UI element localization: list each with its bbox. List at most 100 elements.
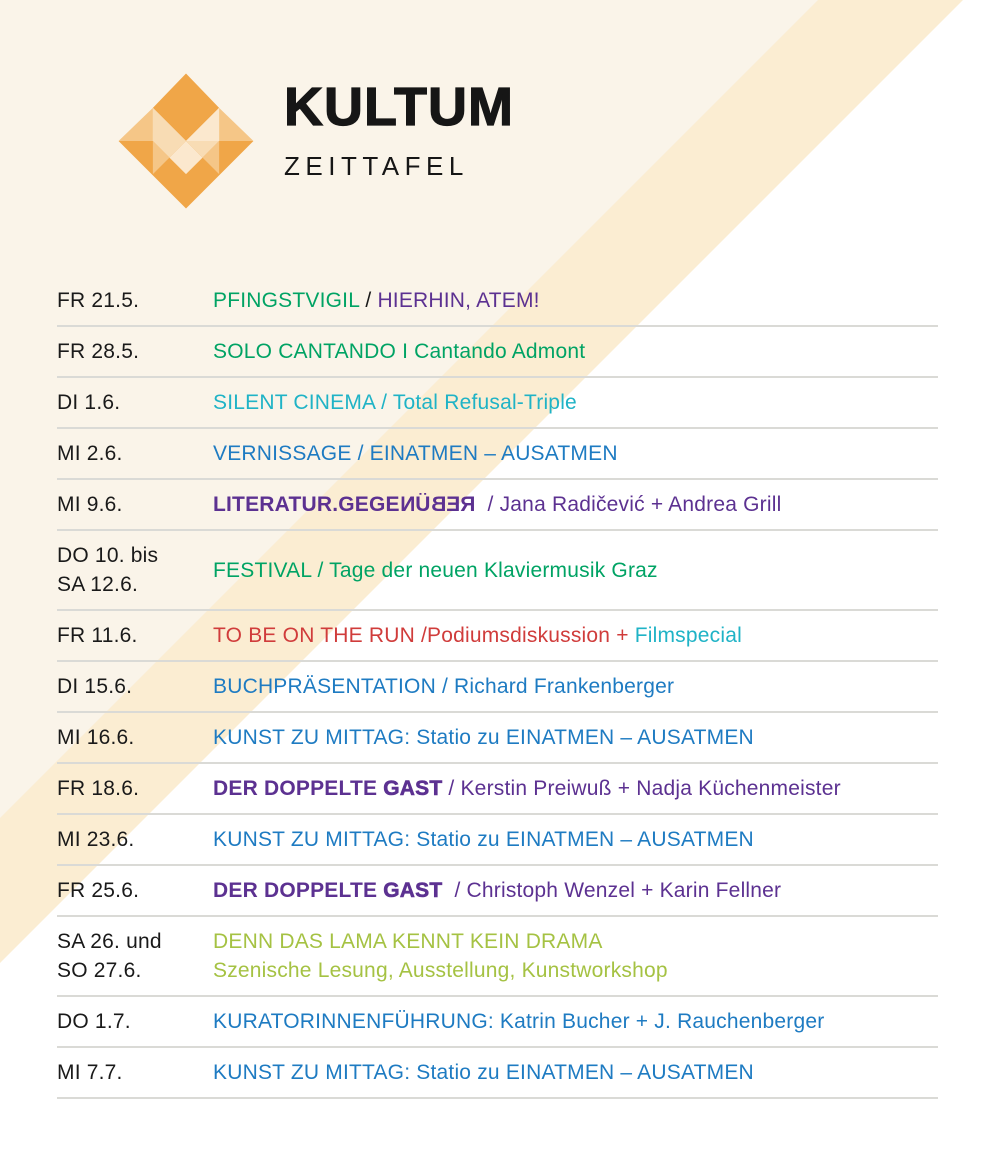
- logo-facet: [152, 141, 170, 175]
- event-cell: KUNST ZU MITTAG: Statio zu EINATMEN – AU…: [213, 825, 754, 854]
- logo-facet: [186, 141, 220, 158]
- date-line: SA 12.6.: [57, 573, 138, 596]
- date-line: DI 1.6.: [57, 391, 121, 414]
- date-cell: FR 25.6.: [57, 876, 213, 905]
- header: KULTUM ZEITTAFEL: [115, 70, 514, 212]
- mirrored-letter: E: [445, 493, 461, 516]
- date-cell: MI 7.7.: [57, 1058, 213, 1087]
- schedule-row: DI 15.6. BUCHPRÄSENTATION / Richard Frank…: [57, 662, 938, 713]
- event-cell: BUCHPRÄSENTATION / Richard Frankenberger: [213, 672, 674, 701]
- date-cell: DI 1.6.: [57, 388, 213, 417]
- schedule-row: DO 1.7. KURATORINNENFÜHRUNG: Katrin Buche…: [57, 997, 938, 1048]
- event-segment: KUNST ZU MITTAG: Statio zu EINATMEN – AU…: [213, 828, 754, 851]
- date-line: FR 11.6.: [57, 624, 138, 647]
- schedule-row: FR 25.6. DER DOPPELTE GAST / Christoph We…: [57, 866, 938, 917]
- event-cell: VERNISSAGE / EINATMEN – AUSATMEN: [213, 439, 618, 468]
- event-cell: PFINGSTVIGIL / HIERHIN, ATEM!: [213, 286, 540, 315]
- date-line: FR 18.6.: [57, 777, 140, 800]
- event-cell: SOLO CANTANDO I Cantando Admont: [213, 337, 585, 366]
- date-cell: DO 10. bis SA 12.6.: [57, 541, 213, 599]
- event-cell: KUNST ZU MITTAG: Statio zu EINATMEN – AU…: [213, 1058, 754, 1087]
- date-line: FR 28.5.: [57, 340, 140, 363]
- schedule-row: DI 1.6. SILENT CINEMA / Total Refusal-Tri…: [57, 378, 938, 429]
- event-segment: / Christoph Wenzel + Karin Fellner: [442, 879, 782, 902]
- date-line: FR 21.5.: [57, 289, 140, 312]
- event-segment: NÜBER: [400, 493, 476, 516]
- event-segment: FESTIVAL / Tage der neuen Klaviermusik G…: [213, 558, 658, 582]
- event-cell: DENN DAS LAMA KENNT KEIN DRAMA Szenische …: [213, 927, 668, 985]
- brand-title: KULTUM: [283, 77, 514, 137]
- mirrored-letter: Ü: [415, 493, 431, 516]
- date-line: SA 26. und: [57, 930, 162, 953]
- schedule-row: FR 21.5. PFINGSTVIGIL / HIERHIN, ATEM!: [57, 276, 938, 327]
- logo-facet: [118, 107, 153, 141]
- event-segment: DER DOPPELTE: [213, 879, 384, 902]
- date-cell: FR 21.5.: [57, 286, 213, 315]
- date-cell: FR 11.6.: [57, 621, 213, 650]
- date-cell: FR 18.6.: [57, 774, 213, 803]
- date-cell: DI 15.6.: [57, 672, 213, 701]
- event-segment: / Jana Radičević + Andrea Grill: [475, 493, 782, 516]
- schedule-row: SA 26. und SO 27.6. DENN DAS LAMA KENNT KE…: [57, 917, 938, 997]
- schedule-row: MI 9.6. LITERATUR.GEGENÜBER / Jana Radiče…: [57, 480, 938, 531]
- event-segment: BUCHPRÄSENTATION / Richard Frankenberger: [213, 675, 675, 698]
- event-segment: GAST: [383, 879, 443, 903]
- date-line: SO 27.6.: [57, 959, 142, 982]
- date-cell: MI 23.6.: [57, 825, 213, 854]
- event-segment: VERNISSAGE / EINATMEN – AUSATMEN: [213, 442, 618, 465]
- event-segment: PFINGSTVIGIL: [213, 289, 360, 312]
- date-line: DI 15.6.: [57, 675, 133, 698]
- brand-subtitle: ZEITTAFEL: [284, 151, 469, 181]
- date-line: MI 7.7.: [57, 1061, 123, 1084]
- event-cell: DER DOPPELTE GAST / Christoph Wenzel + K…: [213, 876, 781, 905]
- date-cell: FR 28.5.: [57, 337, 213, 366]
- event-segment: DER DOPPELTE: [213, 777, 384, 800]
- date-line: MI 2.6.: [57, 442, 123, 465]
- event-cell: KUNST ZU MITTAG: Statio zu EINATMEN – AU…: [213, 723, 754, 752]
- logo-facet: [152, 141, 186, 158]
- date-cell: MI 2.6.: [57, 439, 213, 468]
- schedule-row: FR 11.6. TO BE ON THE RUN /Podiumsdiskuss…: [57, 611, 938, 662]
- event-segment: DENN DAS LAMA KENNT KEIN DRAMA: [213, 930, 603, 953]
- event-cell: TO BE ON THE RUN /Podiumsdiskussion + Fi…: [213, 621, 742, 650]
- event-segment: /: [359, 289, 378, 312]
- schedule-row: MI 16.6. KUNST ZU MITTAG: Statio zu EINAT…: [57, 713, 938, 764]
- event-segment: Filmspecial: [634, 624, 742, 647]
- event-cell: LITERATUR.GEGENÜBER / Jana Radičević + A…: [213, 490, 781, 519]
- event-segment: HIERHIN, ATEM!: [377, 289, 540, 312]
- date-line: FR 25.6.: [57, 879, 140, 902]
- mirrored-letter: B: [430, 493, 446, 516]
- schedule-row: MI 2.6. VERNISSAGE / EINATMEN – AUSATMEN: [57, 429, 938, 480]
- event-segment: SOLO CANTANDO I Cantando Admont: [213, 340, 586, 363]
- event-segment: KURATORINNENFÜHRUNG: Katrin Bucher + J. …: [213, 1010, 825, 1033]
- event-segment: Szenische Lesung, Ausstellung, Kunstwork…: [213, 959, 668, 982]
- date-cell: MI 9.6.: [57, 490, 213, 519]
- kultum-diamond-logo-icon: [118, 73, 254, 209]
- event-segment: TO BE ON THE RUN /Podiumsdiskussion +: [213, 624, 635, 647]
- date-line: DO 10. bis: [57, 544, 159, 567]
- schedule-table: FR 21.5. PFINGSTVIGIL / HIERHIN, ATEM! FR …: [57, 276, 938, 1099]
- event-segment: SILENT CINEMA / Total Refusal-Triple: [213, 391, 577, 414]
- schedule-row: FR 18.6. DER DOPPELTE GAST / Kerstin Prei…: [57, 764, 938, 815]
- event-segment: LITERATUR.GEGE: [213, 493, 400, 516]
- schedule-row: DO 10. bis SA 12.6. FESTIVAL / Tage der ne…: [57, 531, 938, 611]
- logo-facet: [219, 107, 254, 141]
- date-line: MI 9.6.: [57, 493, 123, 516]
- brand-block: KULTUM ZEITTAFEL: [283, 70, 514, 182]
- event-segment: / Kerstin Preiwuß + Nadja Küchenmeister: [442, 777, 841, 800]
- date-cell: MI 16.6.: [57, 723, 213, 752]
- date-cell: DO 1.7.: [57, 1007, 213, 1036]
- event-cell: FESTIVAL / Tage der neuen Klaviermusik G…: [213, 556, 658, 585]
- event-segment: KUNST ZU MITTAG: Statio zu EINATMEN – AU…: [213, 726, 754, 749]
- event-segment: GAST: [383, 777, 443, 801]
- date-cell: SA 26. und SO 27.6.: [57, 927, 213, 985]
- date-line: MI 23.6.: [57, 828, 135, 851]
- logo-facet: [152, 73, 220, 141]
- mirrored-letter: R: [460, 493, 476, 516]
- schedule-row: MI 7.7. KUNST ZU MITTAG: Statio zu EINATM…: [57, 1048, 938, 1099]
- logo-facet: [202, 141, 220, 175]
- mirrored-letter: N: [399, 493, 416, 516]
- date-line: DO 1.7.: [57, 1010, 131, 1033]
- logo-facet: [152, 107, 186, 141]
- schedule-row: MI 23.6. KUNST ZU MITTAG: Statio zu EINAT…: [57, 815, 938, 866]
